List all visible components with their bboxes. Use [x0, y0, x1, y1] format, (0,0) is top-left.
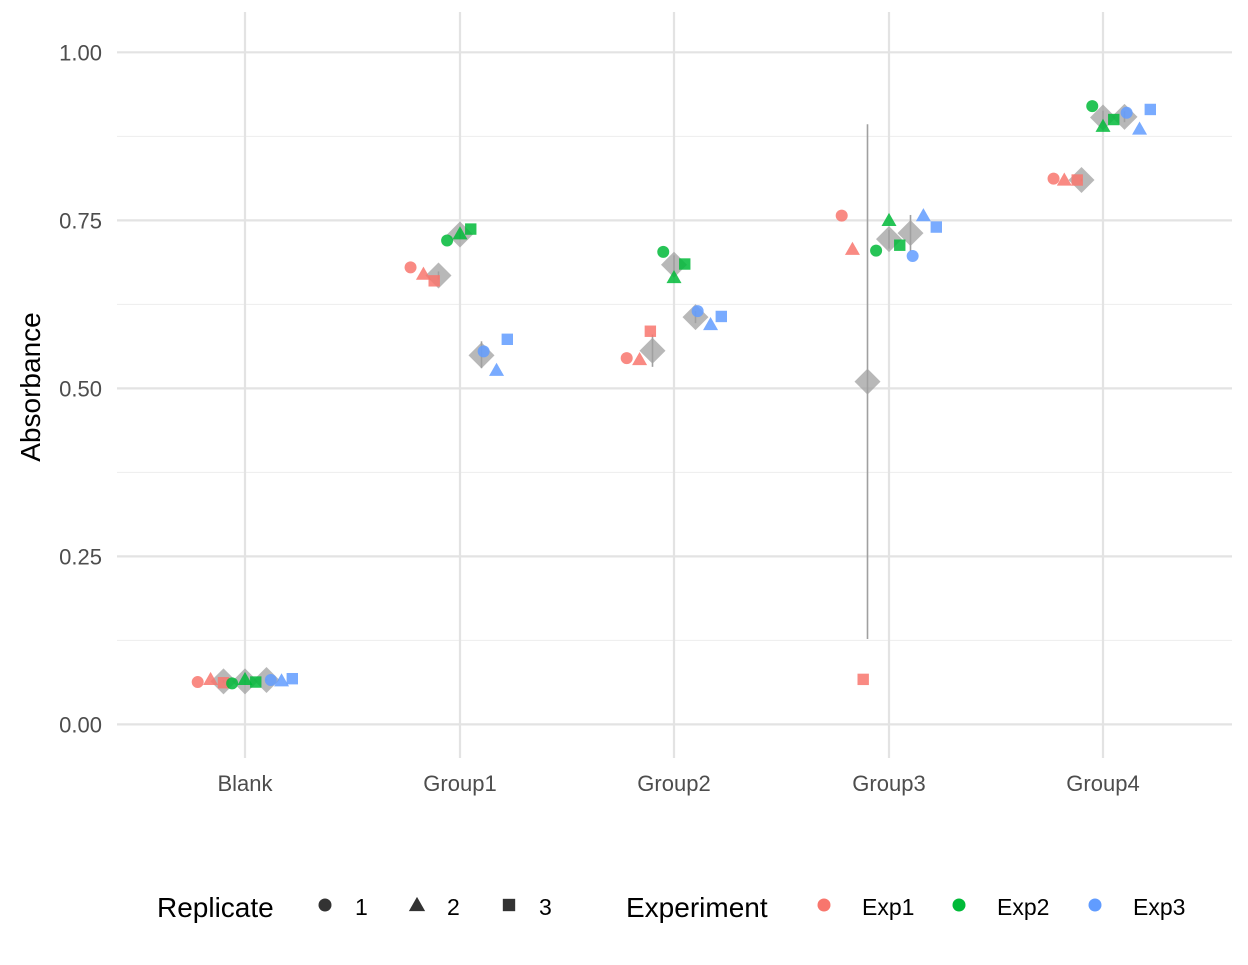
legend-key-circle — [1088, 898, 1102, 912]
data-point — [930, 221, 942, 233]
x-tick-label: Group2 — [637, 771, 710, 796]
data-point — [632, 351, 648, 366]
x-tick-label: Group4 — [1066, 771, 1139, 796]
legend: Replicate 1 2 3 Experiment Exp1 Exp2 Exp3 — [157, 892, 1185, 923]
grid-layer — [117, 12, 1232, 758]
x-tick-label: Blank — [217, 771, 273, 796]
data-point — [715, 310, 727, 323]
x-tick-label: Group1 — [423, 771, 496, 796]
data-point — [703, 317, 719, 331]
data-point — [217, 677, 230, 689]
data-point — [452, 226, 468, 240]
y-tick-label: 0.50 — [59, 376, 102, 401]
data-point — [441, 234, 454, 247]
data-point — [226, 677, 239, 690]
replicate-legend-items: 1 2 3 — [318, 894, 552, 920]
legend-label: Exp2 — [997, 894, 1049, 920]
data-point — [286, 672, 298, 685]
data-point — [1108, 113, 1120, 126]
experiment-legend-title: Experiment — [626, 892, 768, 923]
data-point — [881, 212, 897, 226]
legend-label: 2 — [447, 894, 460, 920]
data-point — [250, 676, 262, 688]
data-point — [191, 676, 204, 689]
legend-key-circle — [318, 898, 332, 912]
data-point — [679, 258, 691, 270]
data-point — [1071, 174, 1083, 186]
data-point — [657, 245, 670, 258]
data-point — [489, 362, 505, 376]
legend-key-circle — [952, 898, 966, 912]
data-point — [477, 345, 490, 358]
data-point — [1095, 118, 1111, 132]
legend-label: 1 — [355, 894, 368, 920]
data-point — [404, 261, 417, 274]
legend-key-square — [502, 898, 516, 912]
data-point — [1086, 100, 1099, 113]
data-point — [857, 673, 869, 686]
data-point — [835, 209, 848, 222]
data-point — [666, 269, 682, 284]
data-point — [1047, 172, 1060, 185]
legend-key-triangle — [408, 896, 426, 912]
data-point — [1144, 103, 1156, 116]
data-point — [237, 671, 253, 685]
y-tick-label: 0.25 — [59, 544, 102, 569]
replicate-legend-title: Replicate — [157, 892, 274, 923]
y-tick-label: 1.00 — [59, 40, 102, 65]
data-point — [1056, 172, 1072, 186]
data-point — [691, 305, 704, 318]
data-point — [644, 325, 657, 337]
axis-layer: 0.00 0.25 0.50 0.75 1.00 Blank Group1 Group2 Gro… — [59, 40, 1140, 796]
mean-marker — [854, 368, 881, 395]
legend-label: Exp3 — [1133, 894, 1185, 920]
legend-label: Exp1 — [862, 894, 914, 920]
legend-label: 3 — [539, 894, 552, 920]
data-point — [870, 244, 883, 257]
data-point — [274, 673, 290, 687]
legend-key-circle — [817, 898, 831, 912]
data-point — [894, 239, 906, 251]
data-point — [264, 674, 277, 687]
data-point — [1132, 121, 1148, 135]
data-point — [1120, 106, 1133, 119]
data-point — [906, 249, 919, 262]
mean-marker — [639, 337, 666, 364]
data-point — [915, 208, 931, 222]
data-point — [501, 333, 513, 345]
x-tick-label: Group3 — [852, 771, 925, 796]
data-point — [203, 671, 219, 685]
data-point — [465, 223, 477, 235]
data-point — [428, 275, 440, 287]
mean-marker — [661, 251, 687, 278]
data-point — [844, 241, 860, 255]
data-point — [415, 266, 431, 280]
y-tick-label: 0.00 — [59, 712, 102, 737]
y-tick-label: 0.75 — [59, 208, 102, 233]
data-point — [620, 352, 633, 365]
y-axis-title: Absorbance — [15, 312, 46, 461]
point-layer — [191, 100, 1156, 690]
mean-marker — [1090, 104, 1116, 131]
experiment-legend-items: Exp1 Exp2 Exp3 — [817, 894, 1185, 920]
